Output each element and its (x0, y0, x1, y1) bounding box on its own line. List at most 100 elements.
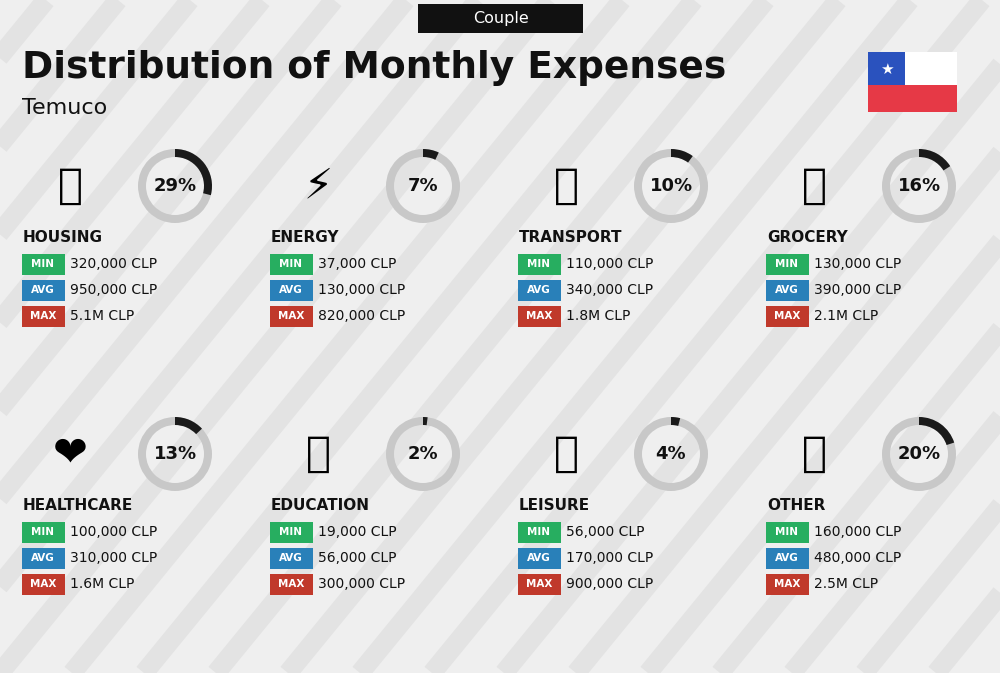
Wedge shape (423, 149, 439, 160)
Text: MAX: MAX (278, 311, 304, 321)
FancyBboxPatch shape (868, 85, 957, 112)
Text: MAX: MAX (278, 579, 304, 589)
Text: 310,000 CLP: 310,000 CLP (70, 551, 157, 565)
Text: OTHER: OTHER (767, 499, 825, 513)
Text: 7%: 7% (408, 177, 438, 195)
Text: 10%: 10% (649, 177, 693, 195)
Wedge shape (882, 149, 956, 223)
Text: 110,000 CLP: 110,000 CLP (566, 257, 653, 271)
Text: 1.8M CLP: 1.8M CLP (566, 309, 630, 323)
Text: 37,000 CLP: 37,000 CLP (318, 257, 396, 271)
Text: AVG: AVG (775, 285, 799, 295)
Text: ENERGY: ENERGY (271, 230, 340, 246)
Text: MIN: MIN (776, 259, 798, 269)
FancyBboxPatch shape (518, 279, 560, 301)
FancyBboxPatch shape (518, 522, 560, 542)
Text: 5.1M CLP: 5.1M CLP (70, 309, 134, 323)
FancyBboxPatch shape (270, 254, 312, 275)
Text: 950,000 CLP: 950,000 CLP (70, 283, 157, 297)
FancyBboxPatch shape (766, 548, 808, 569)
FancyBboxPatch shape (270, 548, 312, 569)
FancyBboxPatch shape (868, 52, 905, 85)
FancyBboxPatch shape (905, 52, 957, 85)
Text: 29%: 29% (153, 177, 197, 195)
Text: AVG: AVG (775, 553, 799, 563)
Text: MIN: MIN (32, 527, 54, 537)
FancyBboxPatch shape (766, 254, 808, 275)
Text: AVG: AVG (31, 285, 55, 295)
Text: ❤️: ❤️ (53, 433, 87, 475)
Wedge shape (386, 149, 460, 223)
Wedge shape (138, 149, 212, 223)
FancyBboxPatch shape (766, 306, 808, 326)
Text: GROCERY: GROCERY (767, 230, 848, 246)
Text: MIN: MIN (528, 527, 550, 537)
Text: MAX: MAX (526, 579, 552, 589)
FancyBboxPatch shape (270, 573, 312, 594)
Text: 160,000 CLP: 160,000 CLP (814, 525, 901, 539)
Text: HEALTHCARE: HEALTHCARE (23, 499, 133, 513)
Text: 56,000 CLP: 56,000 CLP (566, 525, 644, 539)
Text: ⚡: ⚡ (303, 165, 333, 207)
Text: 340,000 CLP: 340,000 CLP (566, 283, 653, 297)
Wedge shape (882, 417, 956, 491)
Text: MIN: MIN (280, 259, 302, 269)
Wedge shape (671, 417, 680, 426)
Text: 1.6M CLP: 1.6M CLP (70, 577, 134, 591)
Text: 820,000 CLP: 820,000 CLP (318, 309, 405, 323)
Text: Distribution of Monthly Expenses: Distribution of Monthly Expenses (22, 50, 726, 86)
Text: AVG: AVG (31, 553, 55, 563)
Text: MAX: MAX (774, 579, 800, 589)
Text: Couple: Couple (473, 11, 528, 26)
Text: 130,000 CLP: 130,000 CLP (814, 257, 901, 271)
Text: 130,000 CLP: 130,000 CLP (318, 283, 405, 297)
Text: 480,000 CLP: 480,000 CLP (814, 551, 901, 565)
Text: EDUCATION: EDUCATION (271, 499, 370, 513)
Wedge shape (634, 417, 708, 491)
Text: 300,000 CLP: 300,000 CLP (318, 577, 405, 591)
FancyBboxPatch shape (270, 522, 312, 542)
Text: MAX: MAX (774, 311, 800, 321)
Text: MIN: MIN (280, 527, 302, 537)
FancyBboxPatch shape (766, 279, 808, 301)
Text: 56,000 CLP: 56,000 CLP (318, 551, 396, 565)
FancyBboxPatch shape (22, 279, 64, 301)
Text: 2.5M CLP: 2.5M CLP (814, 577, 878, 591)
Text: AVG: AVG (279, 553, 303, 563)
FancyBboxPatch shape (518, 548, 560, 569)
Text: 20%: 20% (897, 445, 941, 463)
Text: AVG: AVG (527, 285, 551, 295)
Text: MIN: MIN (528, 259, 550, 269)
Wedge shape (386, 417, 460, 491)
Text: 🏢: 🏢 (58, 165, 82, 207)
Text: 🚌: 🚌 (554, 165, 578, 207)
FancyBboxPatch shape (518, 254, 560, 275)
Text: MAX: MAX (526, 311, 552, 321)
Text: AVG: AVG (279, 285, 303, 295)
FancyBboxPatch shape (518, 306, 560, 326)
FancyBboxPatch shape (22, 306, 64, 326)
FancyBboxPatch shape (518, 573, 560, 594)
Wedge shape (919, 417, 954, 445)
Wedge shape (138, 417, 212, 491)
Text: MIN: MIN (776, 527, 798, 537)
FancyBboxPatch shape (22, 254, 64, 275)
Wedge shape (175, 149, 212, 195)
FancyBboxPatch shape (22, 522, 64, 542)
Wedge shape (175, 417, 202, 434)
FancyBboxPatch shape (270, 279, 312, 301)
Text: 💰: 💰 (802, 433, 826, 475)
Text: 16%: 16% (897, 177, 941, 195)
FancyBboxPatch shape (22, 548, 64, 569)
Wedge shape (919, 149, 950, 170)
Text: MAX: MAX (30, 579, 56, 589)
Text: 🛍️: 🛍️ (554, 433, 578, 475)
FancyBboxPatch shape (766, 522, 808, 542)
FancyBboxPatch shape (270, 306, 312, 326)
Text: 4%: 4% (656, 445, 686, 463)
Text: MAX: MAX (30, 311, 56, 321)
Text: 19,000 CLP: 19,000 CLP (318, 525, 397, 539)
Text: Temuco: Temuco (22, 98, 107, 118)
Text: MIN: MIN (32, 259, 54, 269)
Wedge shape (423, 417, 428, 425)
